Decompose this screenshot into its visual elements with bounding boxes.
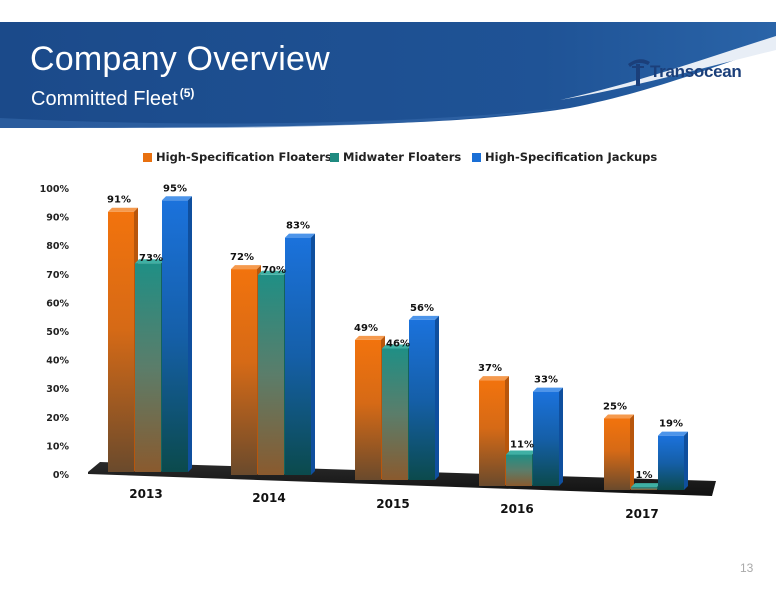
chart-legend: High-Specification Floaters Midwater Flo… (143, 148, 663, 166)
y-tick-label: 90% (46, 213, 69, 224)
data-label: 37% (478, 363, 502, 374)
x-tick-label: 2015 (376, 497, 409, 511)
bar-2-2015 (409, 319, 435, 480)
header-banner (0, 22, 776, 128)
legend-label: Midwater Floaters (343, 150, 462, 164)
data-label-group: 91% 73% 95% 72% 70% 83% 49% 46% 56% 37% 11% 33% 25% 1… (107, 183, 683, 481)
bar-side-face (559, 387, 563, 486)
subtitle-text: Committed Fleet (31, 88, 178, 110)
y-tick-label: 50% (46, 327, 69, 338)
bar-top-face (258, 270, 288, 275)
x-axis: 2013 2014 2015 2016 2017 (129, 487, 658, 521)
bar-series-group (108, 196, 688, 490)
x-tick-label: 2013 (129, 487, 162, 501)
y-tick-label: 70% (46, 270, 69, 281)
bar-side-face (435, 315, 439, 480)
bar-1-2017 (631, 487, 657, 490)
data-label: 56% (410, 303, 434, 314)
page-subtitle: Committed Fleet (5) (31, 82, 194, 110)
y-tick-label: 100% (40, 184, 70, 195)
data-label: 83% (286, 221, 310, 232)
y-tick-label: 60% (46, 298, 69, 309)
bar-top-face (479, 376, 509, 381)
page-number: 13 (740, 561, 754, 575)
bar-top-face (108, 207, 138, 212)
y-tick-label: 10% (46, 441, 69, 452)
x-tick-label: 2016 (500, 502, 533, 516)
bar-top-face (285, 233, 315, 238)
data-label: 33% (534, 375, 558, 386)
bar-2-2014 (285, 237, 311, 475)
bar-2-2017 (658, 435, 684, 490)
bar-top-face (231, 265, 261, 270)
data-label: 1% (636, 470, 653, 481)
bar-0-2017 (604, 418, 630, 490)
page-title: Company Overview (30, 40, 330, 78)
bar-top-face (409, 315, 439, 320)
x-tick-label: 2017 (625, 507, 658, 521)
y-tick-label: 80% (46, 241, 69, 252)
y-tick-label: 30% (46, 384, 69, 395)
transocean-logo-icon (628, 59, 650, 86)
bar-top-face (658, 431, 688, 436)
data-label: 70% (262, 265, 286, 276)
bar-side-face (684, 431, 688, 490)
x-tick-label: 2014 (252, 491, 285, 505)
data-label: 19% (659, 419, 683, 430)
data-label: 72% (230, 252, 254, 263)
bar-top-face (382, 344, 412, 349)
bar-0-2014 (231, 269, 257, 475)
bar-0-2016 (479, 380, 505, 486)
bar-top-face (135, 259, 165, 264)
legend-swatch (143, 153, 152, 162)
legend-swatch (472, 153, 481, 162)
y-tick-label: 40% (46, 356, 69, 367)
data-label: 11% (510, 440, 534, 451)
bar-2-2013 (162, 200, 188, 473)
bar-1-2015 (382, 348, 408, 480)
data-label: 95% (163, 183, 187, 194)
data-label: 49% (354, 323, 378, 334)
bar-top-face (162, 196, 192, 201)
bar-top-face (355, 335, 385, 340)
legend-label: High-Specification Jackups (485, 150, 658, 164)
y-tick-label: 0% (53, 470, 70, 481)
bar-side-face (188, 196, 192, 473)
logo-wordmark: Transocean (650, 62, 742, 81)
bar-top-face (631, 483, 661, 488)
bar-0-2015 (355, 339, 381, 480)
y-tick-label: 20% (46, 413, 69, 424)
legend-label: High-Specification Floaters (156, 150, 332, 164)
data-label: 25% (603, 402, 627, 413)
bar-1-2013 (135, 263, 161, 472)
legend-swatch (330, 153, 339, 162)
data-label: 46% (386, 338, 410, 349)
data-label: 91% (107, 195, 131, 206)
bar-side-face (630, 414, 634, 490)
y-axis: 0% 10% 20% 30% 40% 50% 60% 70% 80% 90% 100% (40, 184, 70, 481)
bar-top-face (533, 387, 563, 392)
bar-1-2016 (506, 454, 532, 486)
bar-0-2013 (108, 211, 134, 473)
bar-top-face (604, 414, 634, 419)
footnote-marker: (5) (179, 86, 195, 100)
bar-1-2014 (258, 274, 284, 475)
bar-2-2016 (533, 391, 559, 486)
bar-top-face (506, 450, 536, 455)
data-label: 73% (139, 253, 163, 264)
bar-side-face (311, 233, 315, 475)
